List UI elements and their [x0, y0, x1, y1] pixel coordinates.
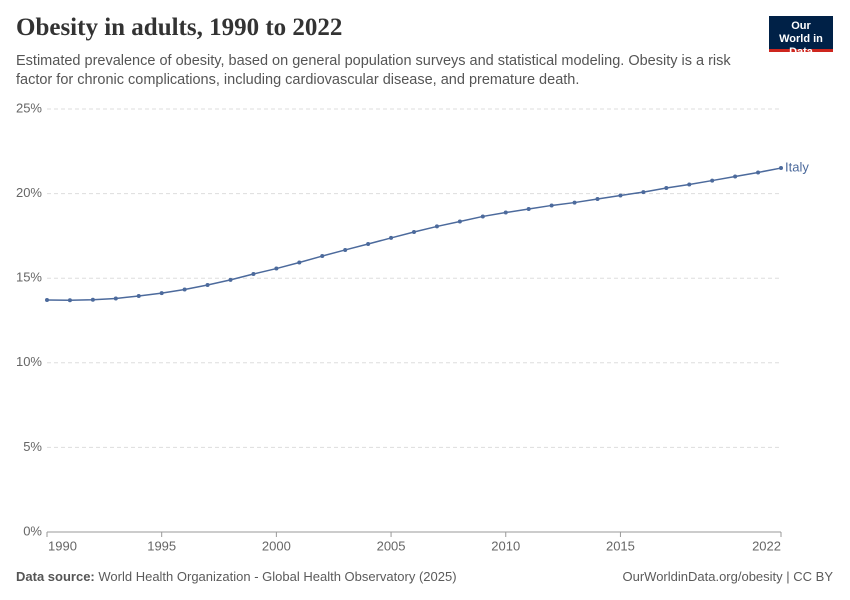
x-tick-label: 2000 [262, 538, 291, 553]
point [618, 193, 623, 198]
point [136, 293, 141, 298]
logo[interactable]: Our World in Data [769, 16, 833, 58]
line [46, 167, 782, 301]
point [595, 197, 600, 202]
y-tick-label: 25% [16, 100, 42, 115]
point [159, 291, 164, 296]
point [572, 200, 577, 205]
point [756, 170, 761, 175]
series-label: Italy [785, 159, 809, 174]
point [320, 254, 325, 259]
point [297, 260, 302, 265]
y-tick-label: 10% [16, 354, 42, 369]
point [664, 186, 669, 191]
point [733, 174, 738, 179]
point [205, 282, 210, 287]
point [434, 224, 439, 229]
chart-subtitle: Estimated prevalence of obesity, based o… [16, 53, 731, 88]
point [503, 210, 508, 215]
point [366, 242, 371, 247]
x-tick-label: 1990 [48, 538, 77, 553]
source-text: World Health Organization - Global Healt… [98, 569, 457, 584]
point [251, 271, 256, 276]
point [113, 296, 118, 301]
point [90, 297, 95, 302]
point [45, 298, 49, 303]
point [641, 190, 646, 195]
y-tick-label: 0% [23, 523, 42, 538]
x-tick-label: 1995 [147, 538, 176, 553]
footer-link[interactable]: OurWorldinData.org/obesity | CC BY [622, 569, 834, 584]
point [343, 247, 348, 252]
point [412, 230, 416, 235]
source: Data source: World Health Organization -… [16, 569, 457, 584]
point [687, 182, 692, 187]
point [457, 219, 462, 224]
source-label: Data source: [16, 569, 95, 584]
point [182, 287, 187, 292]
point [779, 166, 783, 171]
x-tick-label: 2022 [752, 538, 781, 553]
point [67, 298, 72, 303]
point [274, 266, 279, 271]
chart-title: Obesity in adults, 1990 to 2022 [16, 14, 343, 41]
x-tick-label: 2010 [491, 538, 520, 553]
point [228, 277, 233, 282]
point [480, 214, 485, 219]
y-tick-label: 15% [16, 270, 42, 285]
point [526, 206, 531, 211]
x-tick-label: 2005 [377, 538, 406, 553]
x-tick-label: 2015 [606, 538, 635, 553]
point [710, 178, 715, 183]
y-tick-label: 20% [16, 185, 42, 200]
point [389, 235, 394, 240]
point [549, 203, 554, 208]
y-tick-label: 5% [23, 439, 42, 454]
